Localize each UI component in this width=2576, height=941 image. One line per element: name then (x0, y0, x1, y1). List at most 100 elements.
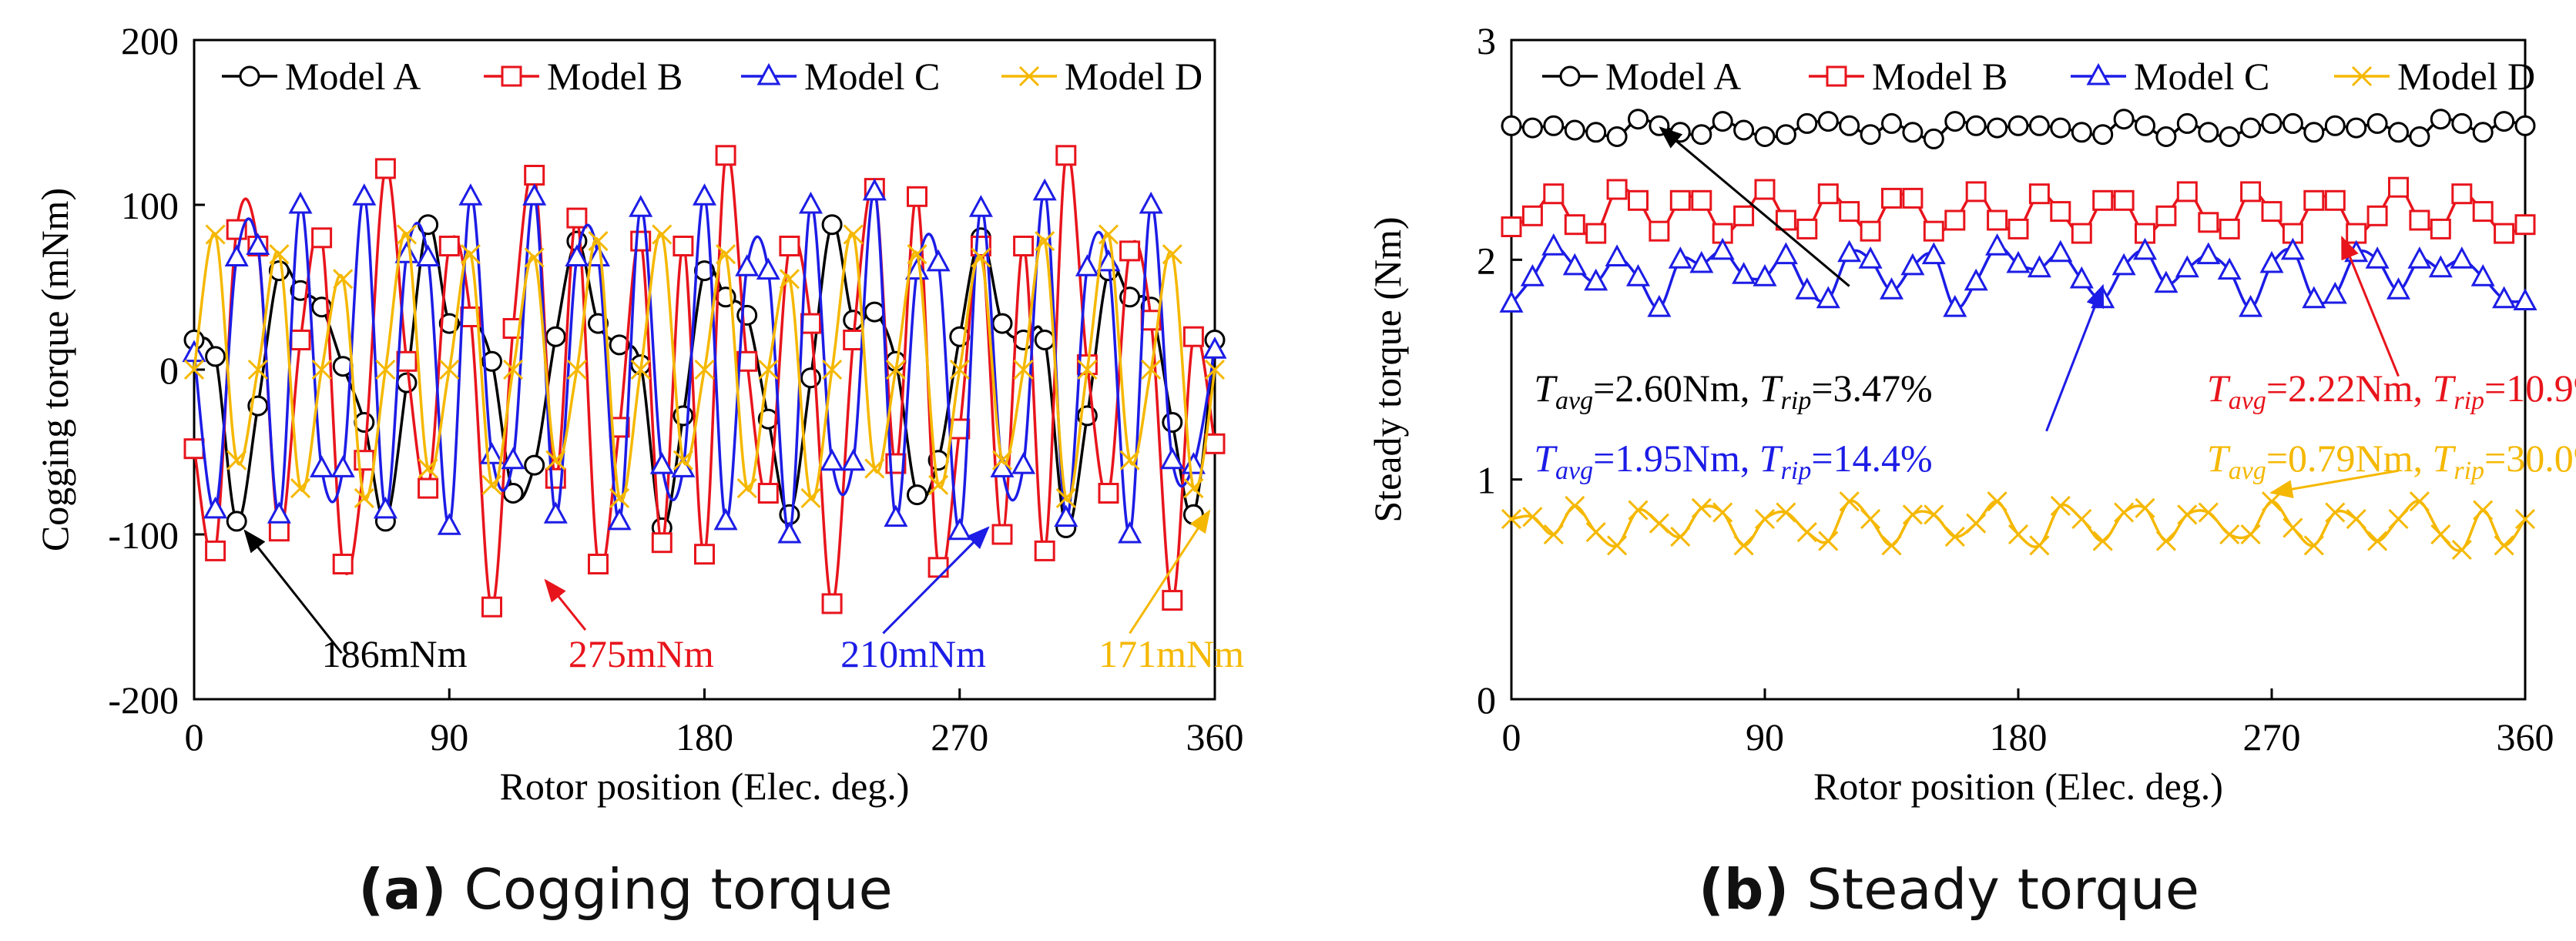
data-point (1606, 179, 1628, 200)
data-point (2494, 223, 2515, 244)
data-point (2028, 183, 2050, 205)
data-point (1858, 246, 1883, 269)
data-point (1712, 502, 1733, 523)
data-point (948, 517, 972, 541)
data-point (1944, 111, 1966, 132)
data-point (183, 359, 205, 380)
data-point (1034, 540, 1055, 561)
data-point (928, 474, 949, 495)
data-point (374, 158, 396, 179)
x-tick-label: 90 (430, 715, 468, 758)
annotation-text: T (2207, 437, 2231, 480)
legend-marker (756, 62, 781, 85)
y-axis-label: Steady torque (Nm) (1366, 216, 1409, 522)
data-point (822, 359, 843, 380)
data-point (1543, 183, 1565, 205)
data-point (2219, 126, 2240, 147)
data-point (2451, 112, 2473, 134)
data-point (1098, 224, 1119, 245)
data-point (1818, 531, 1839, 551)
data-point (1965, 115, 1987, 136)
data-point (588, 554, 609, 574)
annotation-label: 275mNm (569, 632, 714, 675)
data-point (396, 372, 418, 393)
data-point (1075, 254, 1099, 276)
data-point (203, 496, 228, 519)
data-point (1034, 330, 1055, 350)
data-point (2092, 531, 2113, 551)
data-point (1754, 508, 1776, 530)
data-point (1054, 504, 1078, 527)
data-point (311, 359, 332, 380)
data-point (1543, 524, 1564, 545)
data-point (2027, 255, 2051, 278)
data-point (884, 504, 908, 527)
data-point (864, 301, 885, 323)
data-point (2450, 246, 2474, 269)
data-point (2114, 502, 2135, 523)
legend-label: Model B (1872, 55, 2007, 98)
data-point (2154, 270, 2179, 293)
data-point (2280, 237, 2305, 260)
data-point (2050, 117, 2071, 139)
data-point (2323, 281, 2347, 304)
data-point (1162, 590, 1183, 611)
data-point (2028, 115, 2050, 136)
data-point (2261, 112, 2283, 134)
data-point (1944, 526, 1965, 547)
data-point (1077, 359, 1098, 380)
data-point (777, 521, 802, 544)
data-point (1584, 268, 1608, 291)
data-point (2050, 201, 2071, 223)
annotation-arrow (882, 526, 990, 635)
data-point (545, 450, 566, 470)
data-point (290, 478, 311, 499)
data-point (2513, 288, 2537, 310)
data-point (2175, 255, 2199, 278)
data-point (949, 359, 970, 380)
data-point (524, 165, 545, 186)
series-model-b (183, 145, 1226, 618)
data-point (1710, 237, 1735, 260)
y-tick-label: -200 (108, 678, 179, 722)
data-point (607, 507, 632, 531)
annotation-arrow (1129, 509, 1211, 635)
data-point (736, 304, 758, 326)
data-point (673, 450, 693, 470)
annotation-text: T (1534, 437, 1558, 480)
annotation-model-b: Tavg=2.22Nm, Trip=10.9% (2207, 236, 2576, 415)
data-point (1160, 447, 1185, 470)
annotation-text: T (1534, 367, 1558, 410)
data-point (1013, 236, 1035, 256)
data-point (438, 236, 460, 256)
data-point (2494, 111, 2515, 132)
data-point (1182, 326, 1204, 347)
data-point (396, 224, 418, 245)
data-point (2325, 502, 2346, 523)
data-point (2261, 491, 2283, 512)
data-point (2388, 122, 2409, 143)
data-point (2366, 112, 2388, 134)
data-point (1564, 119, 1585, 141)
legend-label: Model D (1065, 55, 1202, 98)
data-point (1564, 214, 1585, 236)
data-point (2386, 277, 2411, 300)
y-tick-label: 100 (121, 184, 179, 227)
data-point (798, 191, 823, 214)
annotation-label: Tavg=1.95Nm, Trip=14.4% (1534, 437, 1932, 485)
annotation-arrow (243, 529, 343, 655)
panel-cogging-torque: -200 -100 0 100 200 0 90 180 270 360 Rotor positio… (33, 19, 1244, 808)
data-point (1141, 359, 1162, 380)
data-point (1987, 491, 2007, 512)
data-point (1773, 242, 1798, 265)
data-point (354, 487, 374, 508)
data-point (1625, 264, 1651, 286)
data-point (2177, 504, 2198, 525)
data-point (352, 183, 377, 206)
annotation-label: Tavg=0.79Nm, Trip=30.0% (2207, 437, 2576, 485)
data-point (2092, 189, 2114, 211)
data-point (1733, 535, 1754, 556)
data-point (2283, 517, 2303, 538)
data-point (2176, 181, 2198, 203)
